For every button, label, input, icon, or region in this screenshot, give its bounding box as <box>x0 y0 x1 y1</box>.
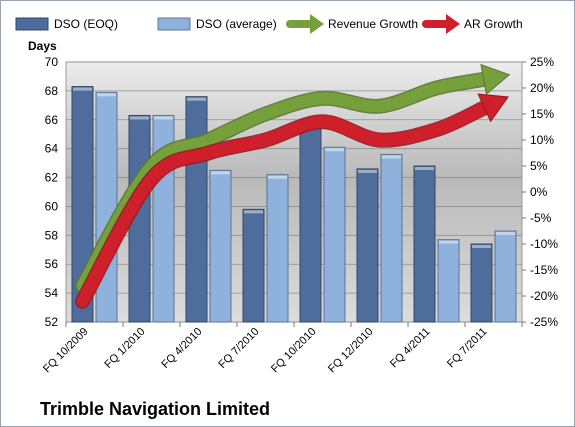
bar-highlight <box>382 155 401 159</box>
x-tick-label: FQ 10/2010 <box>269 326 319 376</box>
bar-dso--eoq- <box>299 123 322 323</box>
arrowhead-revenue-growth <box>480 63 511 96</box>
y2-tick-label: 0% <box>530 185 548 199</box>
bar-highlight <box>244 210 263 214</box>
line-revenue-growth <box>76 73 490 292</box>
bar-highlight <box>154 116 173 120</box>
y2-tick-label: -5% <box>530 211 552 225</box>
y-tick-label: 60 <box>45 199 59 213</box>
y2-tick-label: 5% <box>530 159 548 173</box>
bar-dso--eoq- <box>185 96 208 323</box>
legend-label-dso--average-: DSO (average) <box>196 17 277 31</box>
y2-tick-label: -10% <box>530 237 558 251</box>
y2-tick-label: 10% <box>530 133 554 147</box>
x-tick-label: FQ 10/2009 <box>41 326 91 376</box>
x-tick-label: FQ 7/2010 <box>216 326 261 371</box>
legend-swatch-dso--eoq- <box>15 17 49 31</box>
bar-dso--average- <box>494 230 517 323</box>
bar-dso--average- <box>380 153 403 323</box>
legend-label-revenue-growth: Revenue Growth <box>328 17 418 31</box>
y2-tick-label: 25% <box>530 55 554 69</box>
bar-highlight <box>325 148 344 152</box>
legend-swatch-dso--average- <box>157 17 191 31</box>
bar-highlight <box>496 232 515 235</box>
line-ar-growth <box>76 101 491 308</box>
y-tick-label: 66 <box>45 113 59 127</box>
bar-dso--average- <box>209 169 232 323</box>
bar-highlight <box>415 167 434 170</box>
y2-tick-label: -20% <box>530 289 558 303</box>
bar-highlight <box>97 93 116 97</box>
legend-label-dso--eoq-: DSO (EOQ) <box>54 17 118 31</box>
y2-tick-label: -15% <box>530 263 558 277</box>
bar-highlight <box>130 116 149 120</box>
bar-dso--average- <box>95 91 118 323</box>
y-tick-label: 58 <box>45 228 59 242</box>
bar-highlight <box>73 87 92 91</box>
bar-dso--average- <box>437 239 460 323</box>
bar-highlight <box>439 240 458 244</box>
y-tick-label: 54 <box>45 286 59 300</box>
bar-highlight <box>268 175 287 179</box>
legend-arrow-ar-growth <box>446 14 460 34</box>
y-tick-label: 52 <box>45 315 59 329</box>
y-tick-label: 64 <box>45 142 59 156</box>
x-tick-label: FQ 12/2010 <box>326 326 376 376</box>
arrowhead-ar-growth <box>477 93 509 123</box>
x-tick-label: FQ 4/2011 <box>388 326 433 371</box>
x-tick-label: FQ 1/2010 <box>102 326 147 371</box>
bar-dso--average- <box>266 174 289 323</box>
bar-highlight <box>472 245 491 248</box>
bar-highlight <box>211 171 230 175</box>
bar-dso--eoq- <box>413 165 436 323</box>
bar-dso--eoq- <box>470 243 493 323</box>
bar-dso--eoq- <box>242 208 265 323</box>
y-tick-label: 56 <box>45 257 59 271</box>
x-tick-label: FQ 7/2011 <box>445 326 490 371</box>
y-tick-label: 62 <box>45 171 59 185</box>
legend-arrow-revenue-growth <box>310 14 324 34</box>
bar-dso--eoq- <box>356 168 379 323</box>
bar-highlight <box>187 97 206 101</box>
x-tick-label: FQ 4/2010 <box>159 326 204 371</box>
y-tick-label: 68 <box>45 84 59 98</box>
chart-title: Trimble Navigation Limited <box>40 399 271 419</box>
y2-tick-label: 20% <box>530 81 554 95</box>
y-axis-label: Days <box>28 39 57 53</box>
bar-highlight <box>358 169 377 173</box>
bar-dso--average- <box>323 146 346 323</box>
y2-tick-label: 15% <box>530 107 554 121</box>
legend-label-ar-growth: AR Growth <box>464 17 523 31</box>
y2-tick-label: -25% <box>530 315 558 329</box>
y-tick-label: 70 <box>45 55 59 69</box>
